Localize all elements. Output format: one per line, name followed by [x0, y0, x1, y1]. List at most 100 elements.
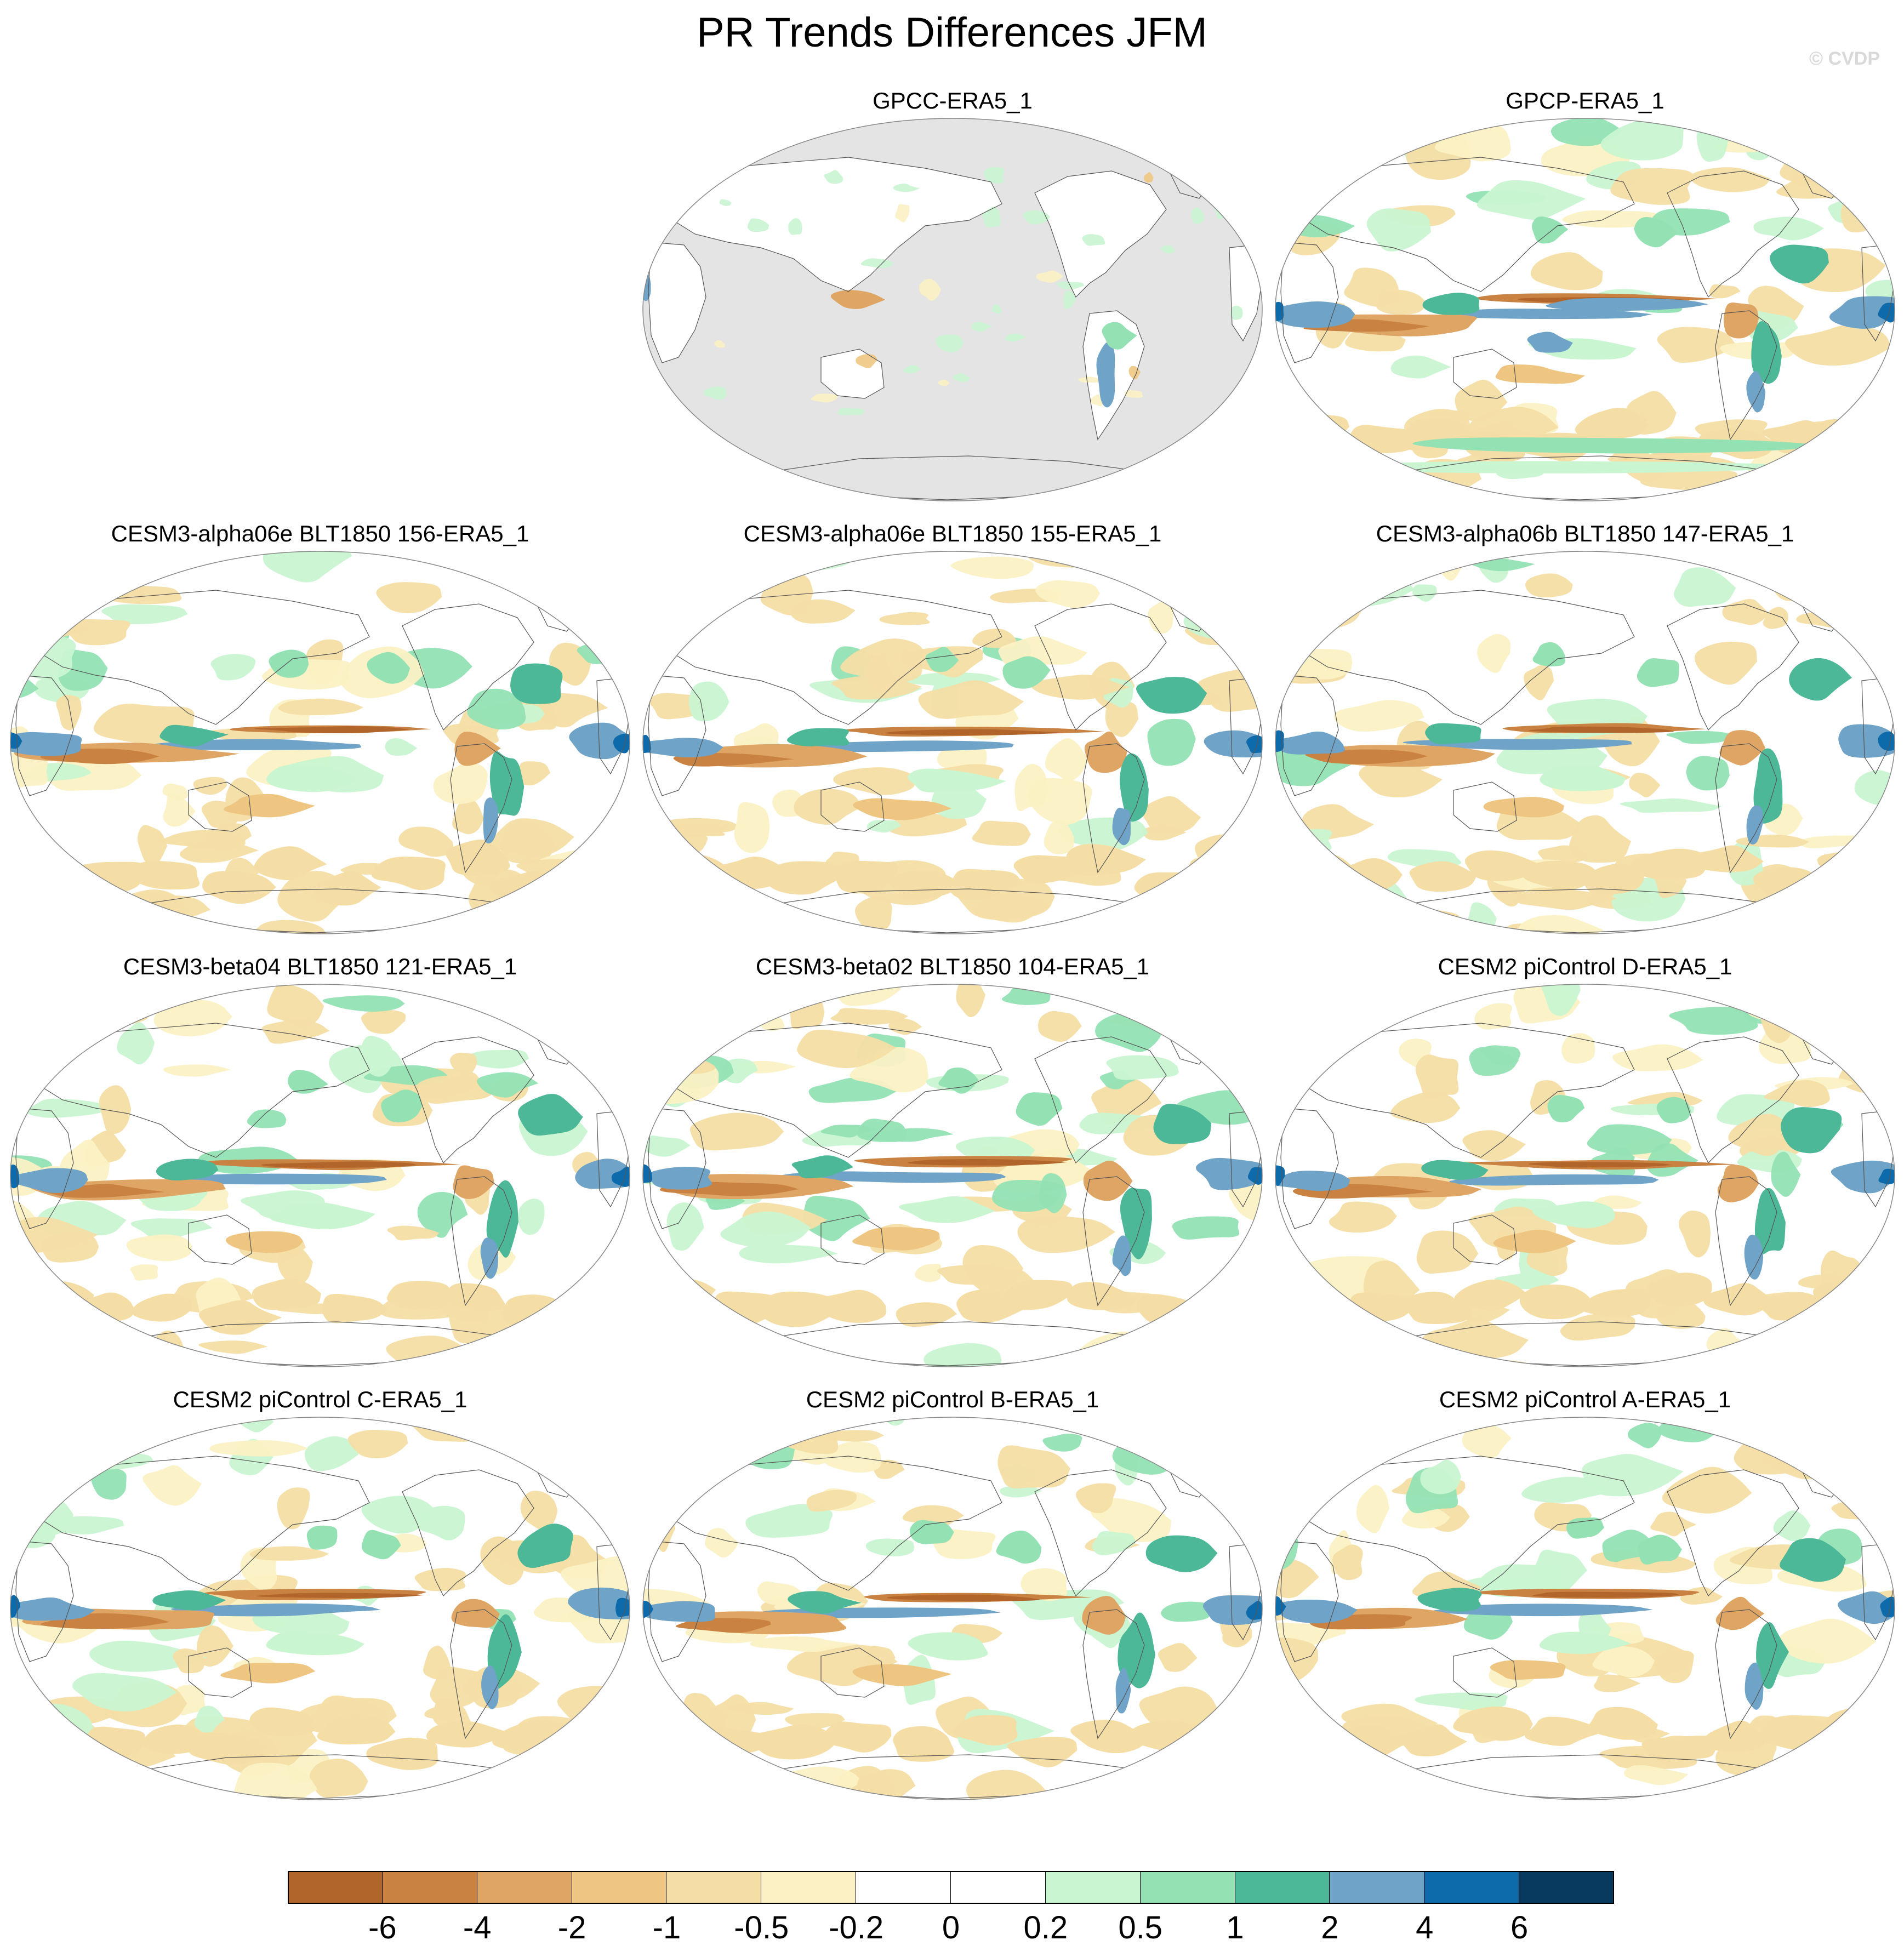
trend-patch — [938, 1067, 979, 1094]
trend-patch — [162, 783, 188, 801]
coastline — [40, 590, 370, 725]
trend-patch — [361, 1496, 438, 1534]
colorbar-swatch — [1045, 1871, 1141, 1904]
coastline — [1034, 603, 1167, 731]
trend-patch — [1293, 889, 1360, 921]
trend-patch — [1035, 580, 1100, 608]
trend-patch — [306, 1525, 338, 1550]
trend-patch — [1566, 1517, 1604, 1539]
coastline — [672, 590, 1002, 725]
trend-patch — [1522, 860, 1599, 891]
trend-patch — [1620, 798, 1721, 813]
trend-band-strong — [887, 1594, 1040, 1601]
trend-patch — [1329, 1201, 1397, 1233]
trend-patch — [643, 1724, 722, 1756]
trend-patch — [117, 1022, 155, 1065]
trend-patch — [687, 170, 708, 187]
trend-patch — [1480, 1045, 1521, 1066]
coastline — [648, 1108, 706, 1229]
trend-patch — [1773, 1510, 1811, 1542]
trend-patch — [1578, 1288, 1653, 1317]
trend-patch — [313, 871, 381, 906]
colorbar-tick-label: 0.2 — [1023, 1910, 1068, 1945]
coastline — [820, 781, 885, 832]
trend-patch — [417, 1191, 468, 1238]
coastline — [450, 743, 512, 874]
robinson-map — [642, 1417, 1263, 1800]
panel-title: CESM2 piControl C-ERA5_1 — [173, 1387, 468, 1412]
trend-patch — [908, 1632, 988, 1661]
trend-patch — [703, 386, 727, 400]
trend-patch — [1275, 864, 1339, 894]
trend-patch — [1781, 1107, 1842, 1154]
colorbar-tick-label: 0.5 — [1118, 1910, 1163, 1945]
colorbar-swatch — [1424, 1871, 1520, 1904]
trend-band-strong — [907, 1159, 1068, 1166]
trend-patch — [1403, 1292, 1472, 1324]
trend-patch — [510, 663, 563, 704]
trend-patch — [1366, 208, 1431, 252]
trend-patch-strong — [1275, 1165, 1285, 1186]
trend-patch — [1787, 1752, 1858, 1770]
colorbar-swatch — [1330, 1871, 1425, 1904]
trend-patch — [1809, 419, 1889, 453]
trend-patch — [830, 290, 886, 309]
trend-patch — [852, 1664, 952, 1686]
trend-patch — [1634, 216, 1678, 248]
trend-patch — [202, 871, 276, 904]
trend-patch — [10, 635, 76, 680]
trend-patch — [1637, 658, 1679, 687]
trend-patch — [1531, 216, 1569, 244]
trend-patch — [908, 768, 1006, 792]
trend-patch — [1715, 1596, 1765, 1630]
trend-patch — [1531, 1549, 1587, 1595]
trend-patch — [1527, 332, 1573, 353]
coastline — [40, 1023, 370, 1158]
trend-patch — [1687, 845, 1764, 872]
trend-band — [643, 1601, 715, 1622]
coastline — [1715, 743, 1777, 874]
trend-patch — [1763, 607, 1788, 629]
trend-patch — [1275, 829, 1332, 855]
trend-patch — [1076, 1483, 1116, 1514]
trend-patch — [10, 1344, 62, 1367]
trend-patch — [1650, 1651, 1694, 1684]
trend-patch — [91, 1468, 127, 1500]
trend-patch — [1164, 1335, 1207, 1367]
trend-patch — [347, 1430, 408, 1458]
trend-patch — [1145, 1535, 1218, 1572]
trend-band — [1449, 1174, 1659, 1186]
trend-patch — [1013, 855, 1085, 884]
trend-patch — [853, 798, 952, 820]
trend-patch — [1396, 118, 1425, 139]
trend-patch — [893, 1726, 954, 1762]
trend-patch — [787, 728, 850, 746]
trend-patch — [1023, 210, 1050, 225]
watermark: © CVDP — [1809, 48, 1880, 69]
trend-patch — [1540, 984, 1581, 1016]
trend-patch — [453, 1165, 494, 1199]
trend-patch — [1333, 1437, 1363, 1466]
trend-patch — [10, 1301, 51, 1340]
trend-patch — [1843, 848, 1895, 869]
trend-patch — [1275, 1340, 1322, 1366]
trend-patch — [1532, 642, 1566, 667]
trend-patch-strong — [643, 734, 651, 754]
trend-patch — [720, 1211, 811, 1247]
trend-patch — [856, 354, 877, 369]
trend-patch — [1082, 1596, 1126, 1635]
map-border — [10, 551, 630, 934]
trend-patch — [1316, 1772, 1349, 1800]
trend-patch — [925, 647, 959, 672]
coastline — [1082, 310, 1145, 441]
trend-patch — [1106, 1055, 1179, 1080]
colorbar — [288, 1871, 1614, 1904]
coastline — [648, 242, 706, 363]
trend-patch — [387, 1281, 450, 1310]
colorbar-swatch — [856, 1871, 951, 1904]
colorbar-swatch — [1519, 1871, 1614, 1904]
colorbar-tick-label: -2 — [557, 1910, 586, 1945]
colorbar-swatch — [1140, 1871, 1235, 1904]
trend-patch — [53, 1737, 90, 1782]
trend-patch — [89, 889, 124, 934]
